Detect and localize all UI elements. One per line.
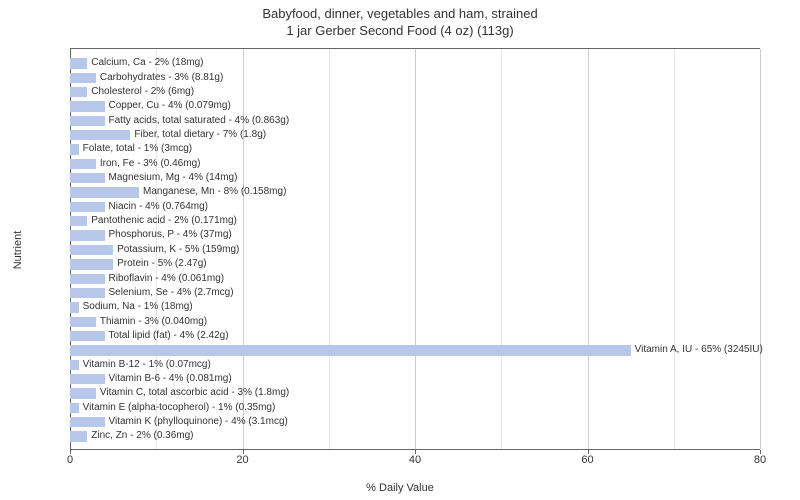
nutrient-bar xyxy=(70,388,96,398)
nutrient-label: Manganese, Mn - 8% (0.158mg) xyxy=(143,185,286,199)
nutrient-label: Potassium, K - 5% (159mg) xyxy=(117,243,239,257)
nutrient-label: Pantothenic acid - 2% (0.171mg) xyxy=(91,214,237,228)
nutrient-bar xyxy=(70,331,105,341)
nutrient-bar xyxy=(70,417,105,427)
nutrient-label: Sodium, Na - 1% (18mg) xyxy=(83,300,193,314)
nutrient-label: Copper, Cu - 4% (0.079mg) xyxy=(109,99,231,113)
nutrient-bar xyxy=(70,144,79,154)
nutrient-bar xyxy=(70,302,79,312)
x-tick-label: 20 xyxy=(236,454,248,466)
gridline xyxy=(415,49,416,449)
nutrient-label: Calcium, Ca - 2% (18mg) xyxy=(91,56,203,70)
nutrient-bar xyxy=(70,73,96,83)
nutrient-bar xyxy=(70,230,105,240)
nutrient-chart: Babyfood, dinner, vegetables and ham, st… xyxy=(0,0,800,500)
gridline xyxy=(674,49,675,449)
nutrient-bar xyxy=(70,159,96,169)
nutrient-label: Vitamin B-6 - 4% (0.081mg) xyxy=(109,372,232,386)
x-tick-label: 80 xyxy=(754,454,766,466)
nutrient-bar xyxy=(70,431,87,441)
plot-area: Calcium, Ca - 2% (18mg)Carbohydrates - 3… xyxy=(70,48,760,450)
nutrient-label: Folate, total - 1% (3mcg) xyxy=(83,142,192,156)
nutrient-bar xyxy=(70,116,105,126)
nutrient-label: Vitamin E (alpha-tocopherol) - 1% (0.35m… xyxy=(83,401,276,415)
nutrient-bar xyxy=(70,187,139,197)
nutrient-bar xyxy=(70,58,87,68)
nutrient-bar xyxy=(70,345,631,355)
nutrient-bar xyxy=(70,274,105,284)
nutrient-bar xyxy=(70,317,96,327)
x-tick-label: 60 xyxy=(581,454,593,466)
nutrient-label: Vitamin B-12 - 1% (0.07mcg) xyxy=(83,358,211,372)
nutrient-label: Total lipid (fat) - 4% (2.42g) xyxy=(109,329,229,343)
nutrient-bar xyxy=(70,288,105,298)
nutrient-label: Niacin - 4% (0.764mg) xyxy=(109,200,208,214)
y-axis-label: Nutrient xyxy=(12,231,24,270)
nutrient-label: Iron, Fe - 3% (0.46mg) xyxy=(100,157,201,171)
gridline xyxy=(329,49,330,449)
nutrient-label: Thiamin - 3% (0.040mg) xyxy=(100,315,207,329)
nutrient-label: Cholesterol - 2% (6mg) xyxy=(91,85,194,99)
nutrient-label: Vitamin C, total ascorbic acid - 3% (1.8… xyxy=(100,386,289,400)
nutrient-label: Carbohydrates - 3% (8.81g) xyxy=(100,71,223,85)
nutrient-label: Magnesium, Mg - 4% (14mg) xyxy=(109,171,238,185)
nutrient-bar xyxy=(70,360,79,370)
nutrient-bar xyxy=(70,374,105,384)
nutrient-label: Zinc, Zn - 2% (0.36mg) xyxy=(91,429,193,443)
chart-title-line2: 1 jar Gerber Second Food (4 oz) (113g) xyxy=(0,23,800,40)
nutrient-bar xyxy=(70,259,113,269)
gridline xyxy=(501,49,502,449)
nutrient-bar xyxy=(70,216,87,226)
nutrient-bar xyxy=(70,173,105,183)
nutrient-bar xyxy=(70,130,130,140)
nutrient-label: Vitamin K (phylloquinone) - 4% (3.1mcg) xyxy=(109,415,288,429)
gridline xyxy=(588,49,589,449)
gridline xyxy=(760,49,761,449)
nutrient-bar xyxy=(70,245,113,255)
nutrient-bar xyxy=(70,202,105,212)
chart-title-block: Babyfood, dinner, vegetables and ham, st… xyxy=(0,0,800,40)
nutrient-label: Vitamin A, IU - 65% (3245IU) xyxy=(635,343,763,357)
x-tick-label: 40 xyxy=(409,454,421,466)
nutrient-label: Riboflavin - 4% (0.061mg) xyxy=(109,272,225,286)
x-axis-label: % Daily Value xyxy=(366,482,434,494)
x-tick-label: 0 xyxy=(67,454,73,466)
nutrient-label: Selenium, Se - 4% (2.7mcg) xyxy=(109,286,234,300)
nutrient-bar xyxy=(70,87,87,97)
nutrient-bar xyxy=(70,403,79,413)
nutrient-label: Fiber, total dietary - 7% (1.8g) xyxy=(134,128,266,142)
nutrient-label: Phosphorus, P - 4% (37mg) xyxy=(109,228,232,242)
nutrient-bar xyxy=(70,101,105,111)
nutrient-label: Fatty acids, total saturated - 4% (0.863… xyxy=(109,114,290,128)
nutrient-label: Protein - 5% (2.47g) xyxy=(117,257,207,271)
chart-title-line1: Babyfood, dinner, vegetables and ham, st… xyxy=(0,6,800,23)
